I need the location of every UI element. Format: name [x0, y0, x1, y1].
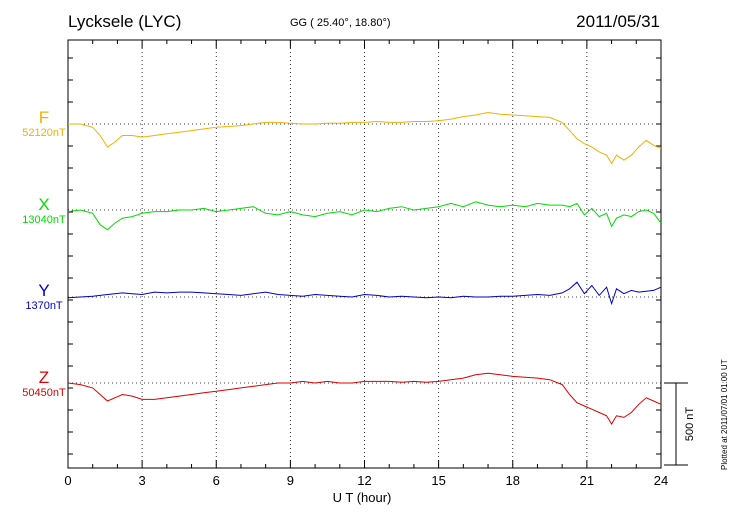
x-tick-label-15: 15 [431, 473, 445, 488]
series-line-x [67, 201, 662, 231]
x-axis-title-text: U T (hour) [332, 490, 392, 505]
x-tick-label-9: 9 [287, 473, 294, 488]
scale-bar-label: 500 nT [684, 407, 696, 442]
x-tick-label-21: 21 [580, 473, 594, 488]
x-tick-label-12: 12 [357, 473, 371, 488]
series-line-z [67, 372, 662, 425]
component-symbol-y: Y [38, 281, 50, 300]
baseline-value-z: 50450nT [22, 387, 66, 399]
x-tick-label-24: 24 [654, 473, 668, 488]
component-label-f: F 52120nT [14, 108, 74, 140]
baseline-value-f: 52120nT [22, 127, 66, 139]
component-label-x: X 13040nT [14, 195, 74, 227]
x-tick-label-3: 3 [139, 473, 146, 488]
component-label-y: Y 1370nT [14, 281, 74, 313]
x-tick-label-0: 0 [64, 473, 71, 488]
chart-date: 2011/05/31 [576, 12, 660, 31]
station-title: Lycksele (LYC) [68, 12, 182, 31]
series-line-y [67, 281, 662, 306]
x-axis-title: U T (hour) [0, 490, 730, 505]
component-symbol-z: Z [38, 368, 50, 387]
geographic-coordinates: GG ( 25.40°, 18.80°) [290, 17, 391, 29]
component-symbol-x: X [38, 195, 50, 214]
component-symbol-f: F [38, 108, 50, 127]
component-label-z: Z 50450nT [14, 368, 74, 400]
baseline-value-y: 1370nT [25, 300, 63, 312]
series-line-f [68, 111, 662, 165]
x-tick-label-6: 6 [213, 473, 220, 488]
baseline-value-x: 13040nT [22, 214, 66, 226]
plotted-timestamp: Plotted at 2011/07/01 01:00 UT [720, 359, 729, 470]
x-tick-label-18: 18 [506, 473, 520, 488]
